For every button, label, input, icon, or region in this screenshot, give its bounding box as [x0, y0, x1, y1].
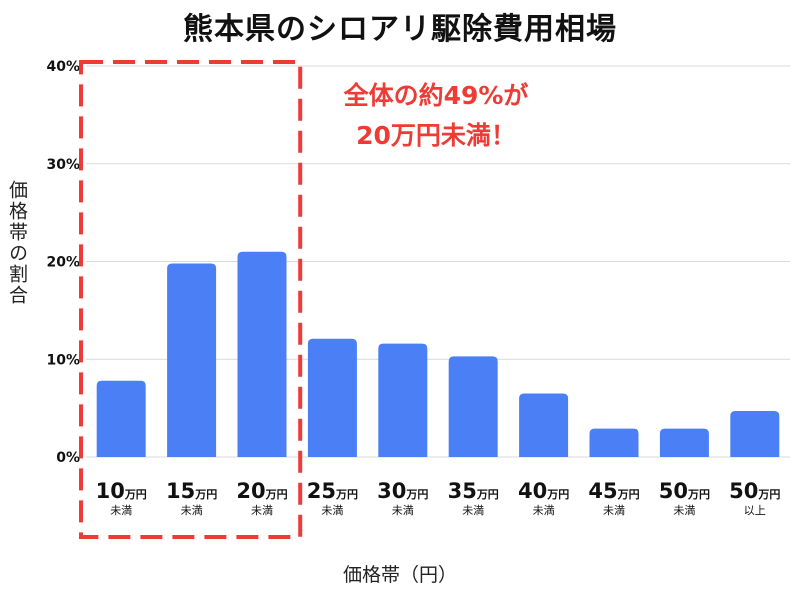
chart-title: 熊本県のシロアリ駆除費用相場	[183, 12, 617, 47]
x-tick-sublabel: 未満	[181, 504, 203, 517]
bar	[378, 343, 428, 457]
annotation-line-2: 20万円未満！	[356, 121, 516, 150]
x-tick-label: 15万円	[166, 479, 217, 503]
highlight-box	[79, 60, 303, 539]
x-tick-sublabel: 以上	[744, 504, 766, 517]
x-axis-label: 価格帯（円）	[342, 564, 457, 586]
y-tick-label: 10%	[46, 352, 80, 368]
y-axis-label: 価格帯の割合	[6, 180, 28, 306]
x-tick-label: 20万円	[236, 479, 287, 503]
y-tick-label: 0%	[56, 450, 80, 466]
bar	[730, 411, 780, 457]
x-tick-label: 25万円	[307, 479, 358, 503]
bar	[659, 428, 709, 457]
x-tick-sublabel: 未満	[321, 504, 343, 517]
x-tick-sublabel: 未満	[251, 504, 273, 517]
annotation-line-1: 全体の約49%が	[343, 81, 529, 110]
x-tick-label: 35万円	[448, 479, 499, 503]
bar	[589, 428, 639, 457]
bar	[167, 263, 217, 457]
y-tick-label: 40%	[46, 59, 80, 75]
bar	[519, 393, 569, 457]
bar	[448, 356, 498, 457]
x-tick-sublabel: 未満	[603, 504, 625, 517]
y-tick-label: 20%	[46, 255, 80, 271]
x-tick-sublabel: 未満	[392, 504, 414, 517]
y-tick-label: 30%	[46, 157, 80, 173]
bar	[237, 251, 287, 457]
x-tick-sublabel: 未満	[673, 504, 695, 517]
x-tick-sublabel: 未満	[110, 504, 132, 517]
x-tick-label: 50万円	[729, 479, 780, 503]
x-tick-label: 10万円	[96, 479, 147, 503]
x-tick-label: 40万円	[518, 479, 569, 503]
bar	[96, 380, 146, 457]
x-tick-label: 50万円	[659, 479, 710, 503]
x-tick-label: 30万円	[377, 479, 428, 503]
x-tick-sublabel: 未満	[533, 504, 555, 517]
x-tick-label: 45万円	[588, 479, 639, 503]
bar	[307, 338, 357, 457]
highlight-annotation: 全体の約49%が 20万円未満！	[306, 76, 566, 156]
x-tick-sublabel: 未満	[462, 504, 484, 517]
